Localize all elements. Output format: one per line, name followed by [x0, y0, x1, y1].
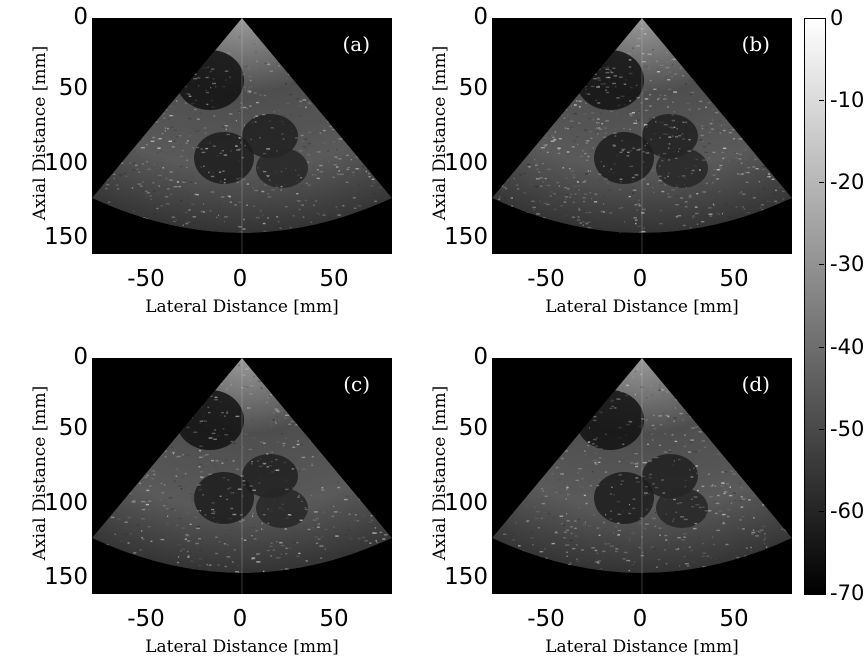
y-tick: 150 — [44, 224, 88, 250]
x-tick: 0 — [632, 606, 648, 632]
x-tick: 0 — [232, 266, 248, 292]
y-axis-label: Axial Distance [mm] — [30, 385, 50, 561]
colorbar-tick-label: -20 — [830, 170, 865, 195]
sector-scan-svg — [492, 18, 792, 254]
y-tick: 0 — [473, 4, 488, 30]
x-tick: 0 — [232, 606, 248, 632]
y-tick: 150 — [44, 564, 88, 590]
y-tick: 0 — [73, 4, 88, 30]
x-tick: -50 — [527, 606, 565, 632]
y-tick: 50 — [58, 75, 88, 101]
x-axis-label: Lateral Distance [mm] — [145, 297, 339, 317]
y-tick: 50 — [458, 75, 488, 101]
ultrasound-panel: (a) 0 50 100 150 -50 0 50 Lateral Distan… — [0, 0, 400, 320]
x-tick: -50 — [127, 266, 165, 292]
colorbar-tick-mark — [819, 346, 824, 348]
y-tick: 100 — [444, 490, 488, 516]
colorbar-tick-label: -30 — [830, 252, 865, 277]
x-tick: -50 — [527, 266, 565, 292]
sector-scan-svg — [92, 358, 392, 594]
ultrasound-image: (b) — [492, 18, 792, 254]
x-tick: 50 — [719, 266, 749, 292]
y-axis-label: Axial Distance [mm] — [30, 45, 50, 221]
panel-label: (d) — [741, 372, 770, 396]
x-tick: 50 — [319, 606, 349, 632]
ultrasound-panel: (c) 0 50 100 150 -50 0 50 Lateral Distan… — [0, 340, 400, 660]
x-axis-label: Lateral Distance [mm] — [545, 637, 739, 657]
colorbar-tick-mark — [819, 593, 824, 594]
y-tick: 100 — [44, 490, 88, 516]
colorbar-tick-mark — [819, 100, 824, 102]
x-axis-label: Lateral Distance [mm] — [545, 297, 739, 317]
colorbar-tick-label: -10 — [830, 88, 865, 113]
sector-scan-svg — [492, 358, 792, 594]
panel-label: (c) — [343, 372, 370, 396]
y-tick: 0 — [473, 344, 488, 370]
colorbar-tick-label: -70 — [830, 581, 865, 605]
panel-label: (b) — [741, 32, 770, 56]
y-tick: 0 — [73, 344, 88, 370]
ultrasound-image: (c) — [92, 358, 392, 594]
colorbar-tick-mark — [819, 264, 824, 266]
ultrasound-image: (d) — [492, 358, 792, 594]
panel-label: (a) — [342, 32, 370, 56]
colorbar-tick-mark — [819, 428, 824, 430]
colorbar — [804, 18, 826, 595]
y-tick: 150 — [444, 564, 488, 590]
colorbar-tick-mark — [819, 510, 824, 512]
x-tick: 50 — [319, 266, 349, 292]
ultrasound-panel: (b) 0 50 100 150 -50 0 50 Lateral Distan… — [400, 0, 800, 320]
y-tick: 50 — [458, 415, 488, 441]
y-tick: 150 — [444, 224, 488, 250]
colorbar-tick-label: -40 — [830, 334, 865, 359]
y-tick: 100 — [444, 150, 488, 176]
y-tick: 100 — [44, 150, 88, 176]
x-axis-label: Lateral Distance [mm] — [145, 637, 339, 657]
x-tick: 0 — [632, 266, 648, 292]
colorbar-tick-label: -50 — [830, 416, 865, 441]
colorbar-tick-label: 0 — [830, 6, 844, 30]
colorbar-tick-mark — [819, 182, 824, 184]
x-tick: -50 — [127, 606, 165, 632]
x-tick: 50 — [719, 606, 749, 632]
y-axis-label: Axial Distance [mm] — [430, 385, 450, 561]
ultrasound-image: (a) — [92, 18, 392, 254]
ultrasound-panel: (d) 0 50 100 150 -50 0 50 Lateral Distan… — [400, 340, 800, 660]
colorbar-tick-label: -60 — [830, 498, 865, 523]
colorbar-tick-mark — [819, 18, 824, 19]
y-axis-label: Axial Distance [mm] — [430, 45, 450, 221]
sector-scan-svg — [92, 18, 392, 254]
y-tick: 50 — [58, 415, 88, 441]
